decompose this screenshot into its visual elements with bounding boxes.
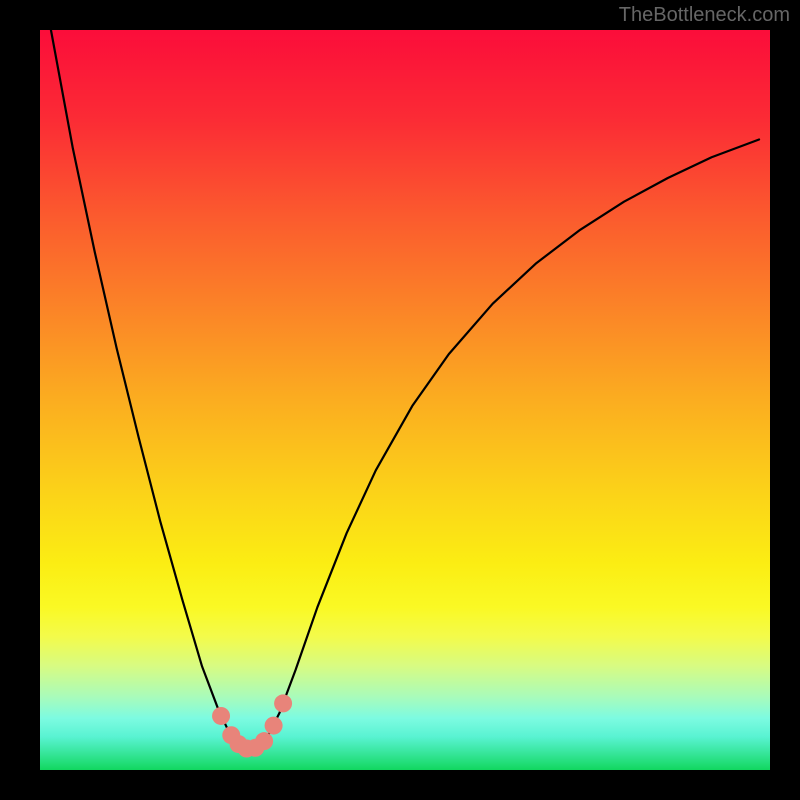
markers-svg [40, 30, 770, 770]
marker-dot [274, 694, 292, 712]
marker-dot [212, 707, 230, 725]
marker-dot [255, 732, 273, 750]
watermark-text: TheBottleneck.com [619, 4, 790, 27]
marker-dots [212, 694, 292, 757]
chart-container: TheBottleneck.com [0, 0, 800, 800]
plot-area [40, 30, 770, 770]
marker-dot [265, 717, 283, 735]
